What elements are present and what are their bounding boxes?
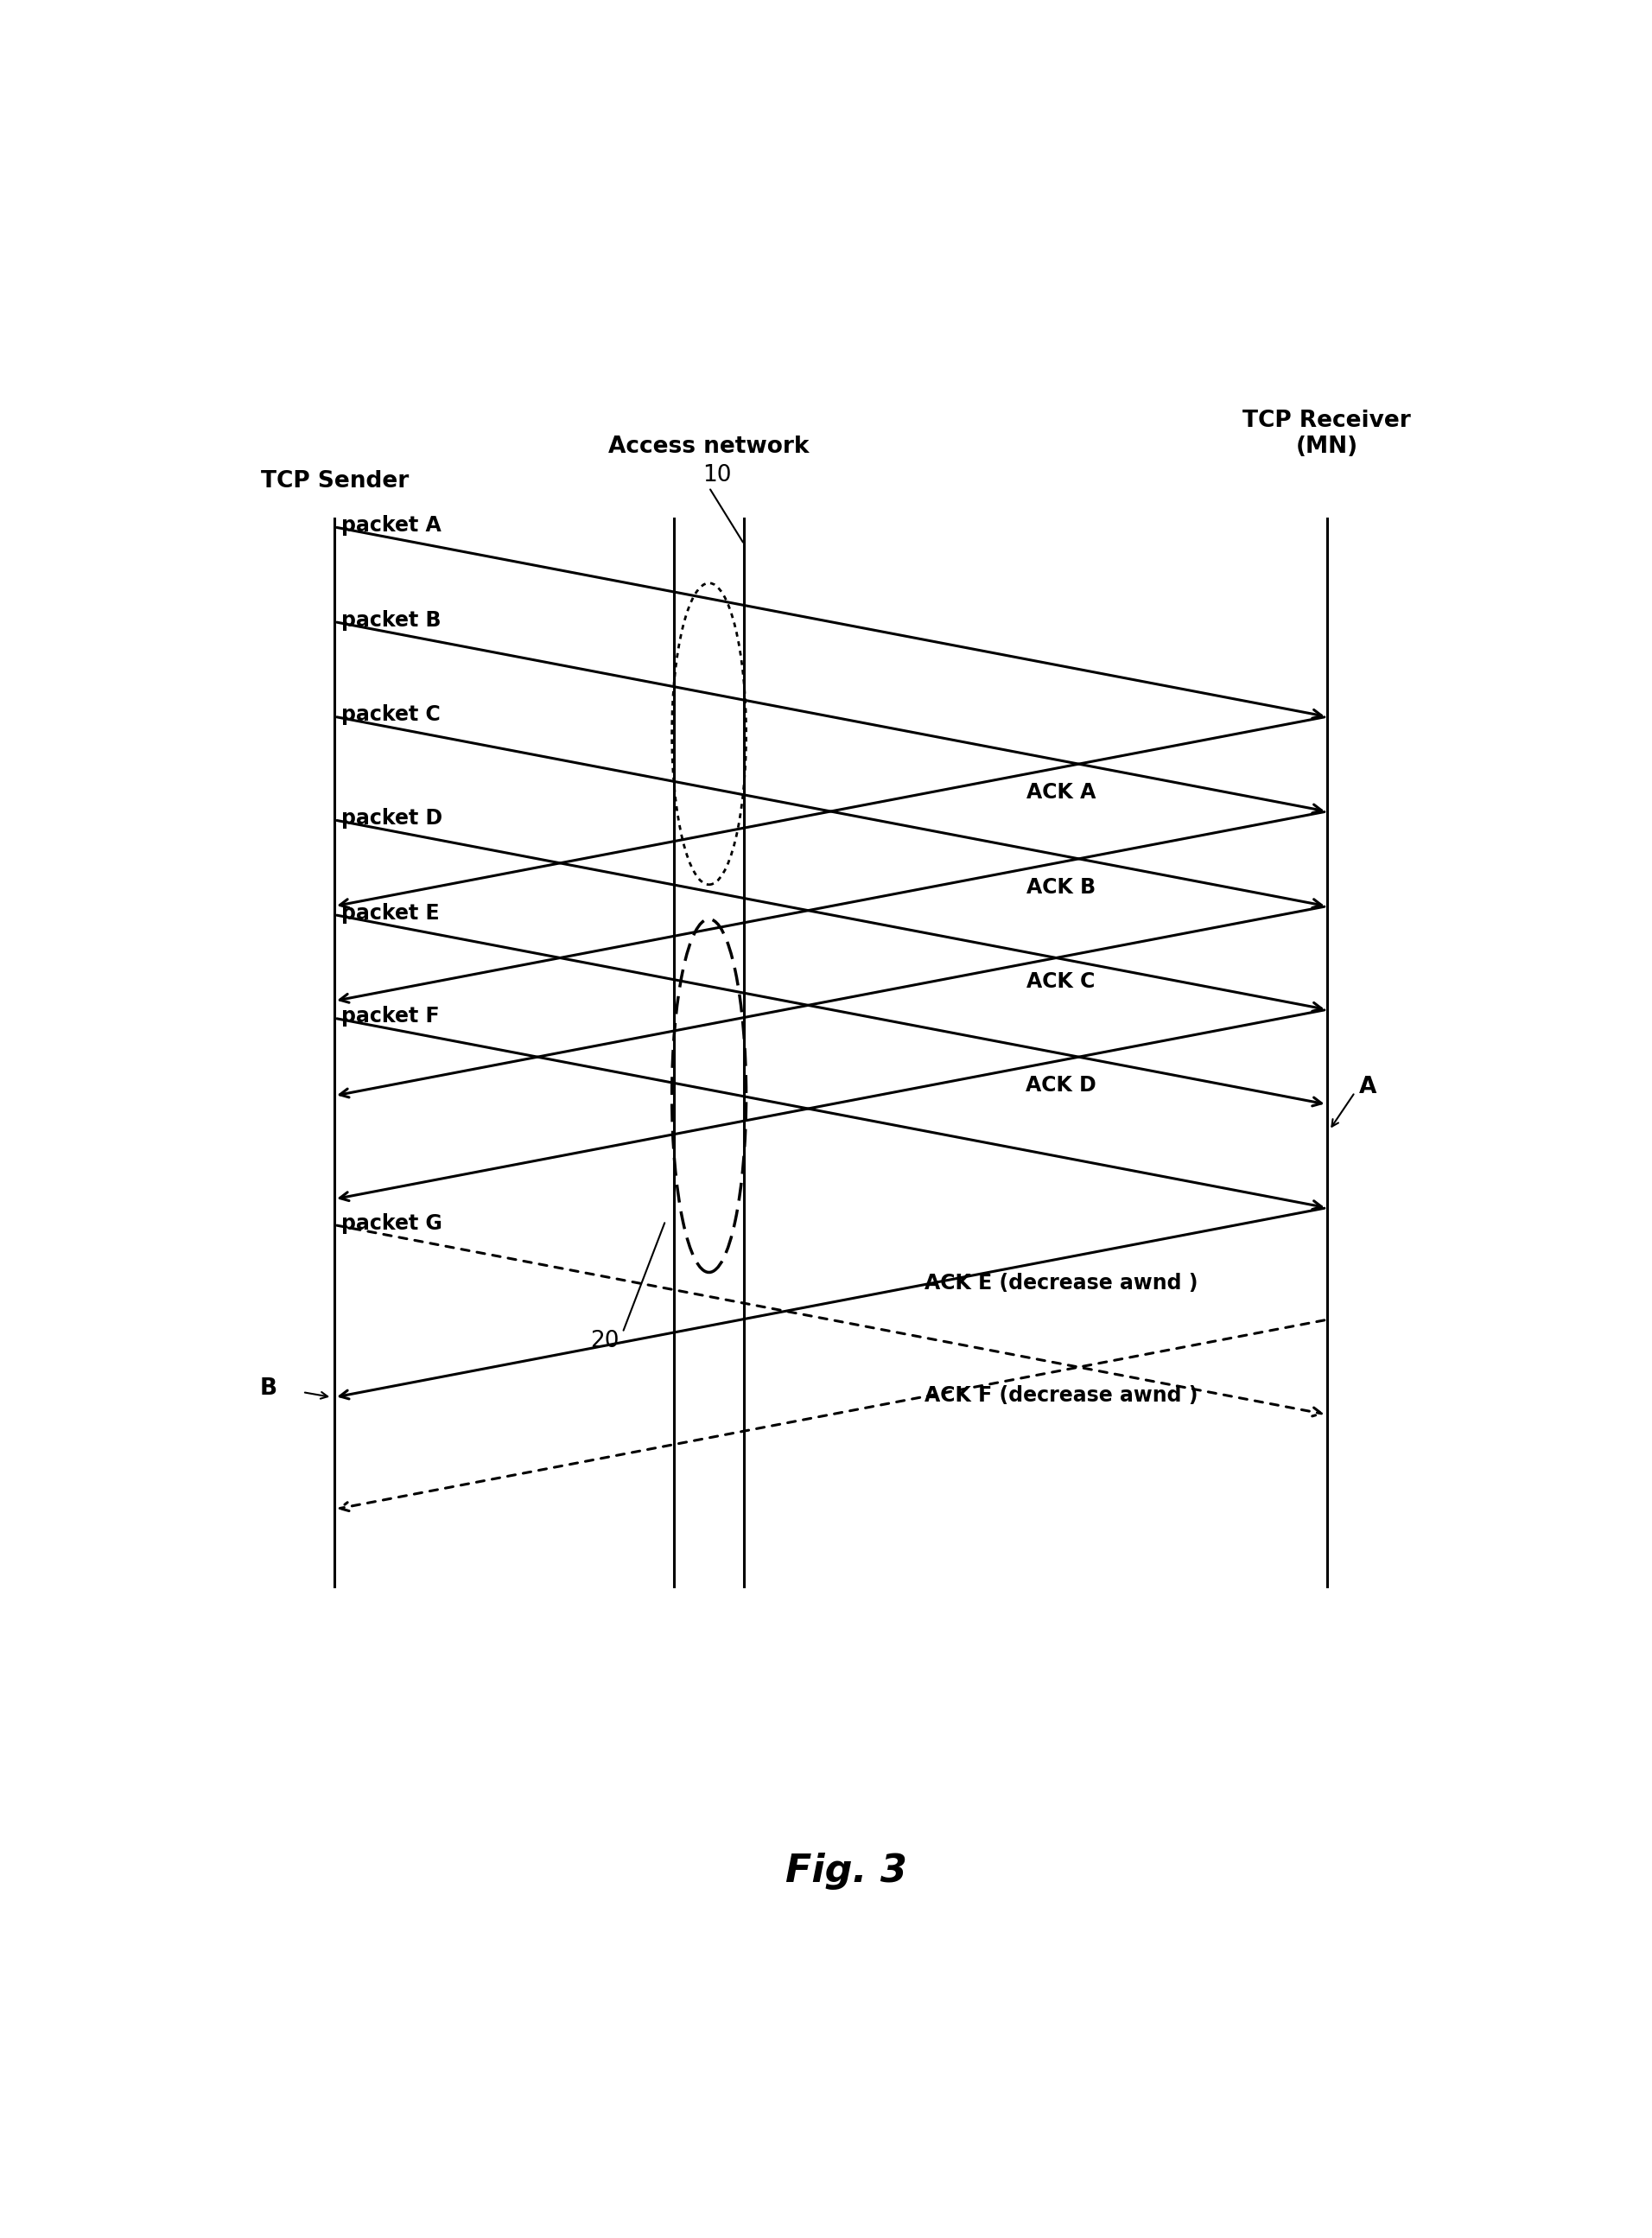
Text: packet E: packet E [340, 902, 439, 924]
Text: ACK E (decrease awnd ): ACK E (decrease awnd ) [925, 1273, 1198, 1294]
Text: 10: 10 [702, 463, 732, 486]
Text: ACK B: ACK B [1026, 877, 1095, 897]
Text: TCP Receiver
(MN): TCP Receiver (MN) [1242, 410, 1411, 459]
Text: B: B [259, 1376, 278, 1401]
Text: ACK D: ACK D [1026, 1074, 1097, 1097]
Text: Fig. 3: Fig. 3 [786, 1853, 907, 1889]
Text: Access network: Access network [608, 436, 809, 459]
Text: packet F: packet F [340, 1007, 439, 1027]
Text: 20: 20 [590, 1329, 620, 1352]
Text: A: A [1358, 1076, 1376, 1099]
Text: packet C: packet C [340, 705, 439, 725]
Text: ACK A: ACK A [1026, 781, 1095, 803]
Text: packet A: packet A [340, 515, 441, 535]
Text: packet B: packet B [340, 609, 441, 631]
Text: ACK F (decrease awnd ): ACK F (decrease awnd ) [925, 1385, 1198, 1405]
Text: packet G: packet G [340, 1213, 443, 1233]
Text: TCP Sender: TCP Sender [261, 470, 408, 492]
Text: ACK C: ACK C [1028, 971, 1095, 991]
Text: packet D: packet D [340, 808, 443, 828]
